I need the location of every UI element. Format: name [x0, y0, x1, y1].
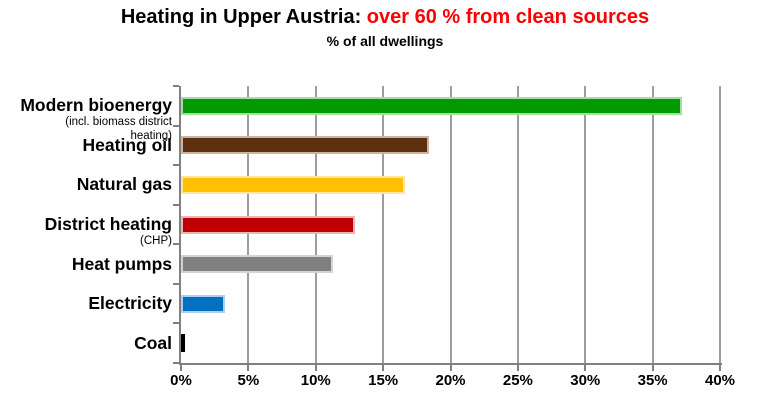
- category-label-text: Heating oil: [82, 134, 172, 155]
- chart-title-red: over 60 % from clean sources: [366, 6, 650, 28]
- y-axis-tick: [173, 282, 179, 285]
- x-tick-label: 5%: [237, 372, 260, 389]
- bar-heating-oil: [181, 136, 429, 155]
- y-axis-tick: [173, 85, 179, 87]
- category-label-text: District heating: [44, 214, 172, 234]
- category-label-text: Coal: [134, 332, 172, 353]
- x-axis-tick: [314, 365, 317, 371]
- category-label-heating-oil: Heating oil: [0, 135, 172, 156]
- category-label-coal: Coal: [0, 333, 172, 354]
- x-axis-tick-labels: 0% 5% 10% 15% 20% 25% 30% 35% 40%: [170, 372, 735, 390]
- x-axis-tick: [247, 365, 250, 371]
- y-axis-tick: [173, 203, 179, 206]
- bar-electricity: [181, 294, 226, 313]
- x-tick-label: 30%: [570, 372, 601, 389]
- x-axis-tick: [382, 365, 385, 371]
- x-tick-label: 20%: [435, 372, 466, 389]
- y-axis-tick: [173, 322, 179, 325]
- x-tick-label: 15%: [368, 372, 399, 389]
- category-sublabel-text: (incl. biomass district heating): [65, 116, 172, 142]
- x-tick-label: 0%: [170, 372, 192, 389]
- x-tick-label: 25%: [502, 372, 533, 389]
- bar-modern-bioenergy: [181, 96, 683, 115]
- bar-coal: [181, 334, 185, 353]
- category-label-district-heating: District heating (CHP): [0, 214, 172, 249]
- bar-natural-gas: [181, 175, 405, 194]
- x-tick-label: 10%: [300, 372, 331, 389]
- y-axis-line: [179, 86, 181, 365]
- category-label-modern-bioenergy: Modern bioenergy (incl. biomass district…: [0, 95, 172, 143]
- category-label-text: Modern bioenergy: [20, 95, 172, 116]
- category-sublabel-text: (CHP): [140, 235, 172, 247]
- x-tick-label: 35%: [637, 372, 668, 389]
- x-axis-tick: [449, 365, 452, 371]
- bar-district-heating: [181, 215, 355, 234]
- gridline-25pct: [516, 86, 519, 363]
- category-label-text: Electricity: [88, 293, 172, 314]
- bar-heat-pumps: [181, 255, 334, 274]
- plot-area: [173, 85, 722, 371]
- gridline-30pct: [584, 86, 587, 363]
- x-axis-tick: [516, 365, 519, 371]
- gridline-40pct: [719, 86, 721, 363]
- y-axis-tick: [173, 124, 179, 127]
- x-axis-tick: [651, 365, 654, 371]
- chart-title-black: Heating in Upper Austria:: [120, 6, 362, 28]
- chart-title: Heating in Upper Austria: over 60 % from…: [0, 6, 770, 29]
- gridline-15pct: [382, 86, 385, 363]
- y-axis-tick: [173, 164, 179, 167]
- x-axis-line: [179, 363, 722, 365]
- x-axis-tick: [719, 365, 721, 371]
- x-axis-tick: [584, 365, 587, 371]
- category-labels: Modern bioenergy (incl. biomass district…: [0, 0, 172, 400]
- y-axis-tick: [173, 243, 179, 246]
- chart-subtitle: % of all dwellings: [326, 33, 444, 49]
- category-label-natural-gas: Natural gas: [0, 174, 172, 195]
- gridline-35pct: [651, 86, 654, 363]
- category-label-text: Natural gas: [76, 174, 172, 195]
- category-label-electricity: Electricity: [0, 293, 172, 314]
- y-axis-tick: [173, 362, 179, 364]
- category-label-text: Heat pumps: [71, 253, 172, 274]
- category-label-heat-pumps: Heat pumps: [0, 254, 172, 275]
- x-axis-tick: [180, 365, 182, 371]
- x-tick-label: 40%: [704, 372, 736, 389]
- gridline-20pct: [449, 86, 452, 363]
